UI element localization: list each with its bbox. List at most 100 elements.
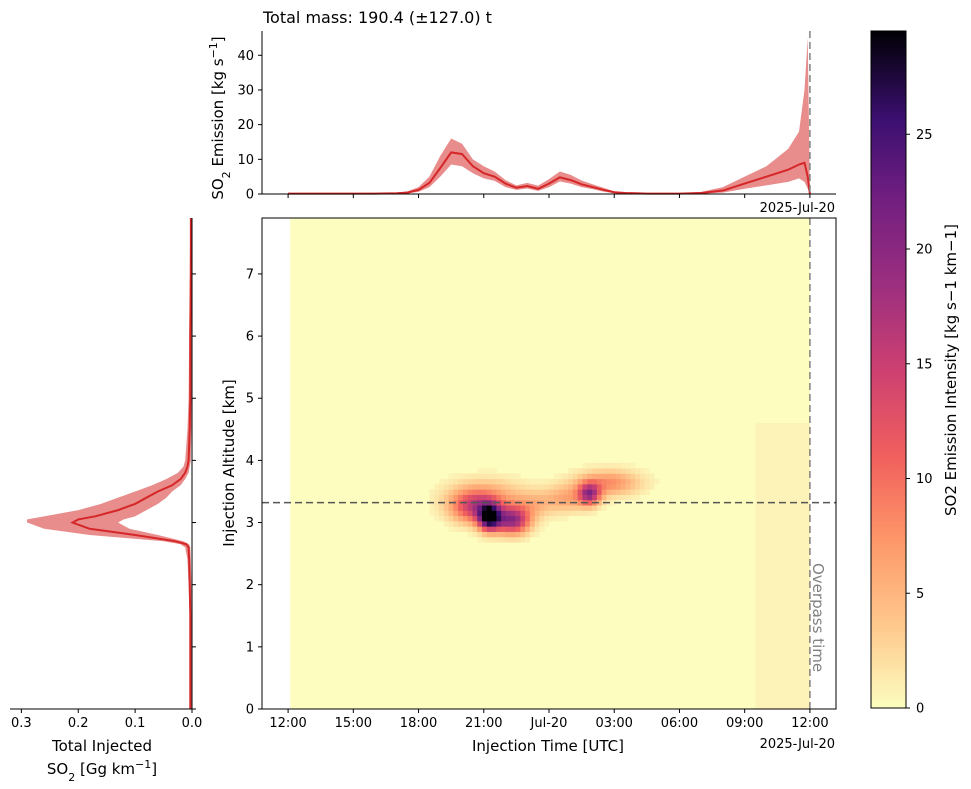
heatmap-cell bbox=[615, 473, 622, 480]
heatmap-cell bbox=[596, 494, 603, 501]
heatmap-cell bbox=[438, 478, 445, 485]
heatmap-cell bbox=[443, 505, 449, 511]
heatmap-cell bbox=[501, 484, 507, 490]
vertical-profile-marks bbox=[27, 218, 192, 709]
heatmap-cell bbox=[482, 531, 488, 538]
heatmap-cell bbox=[577, 468, 583, 474]
heatmap-cell bbox=[486, 520, 492, 527]
heatmap-xtick-label: 06:00 bbox=[661, 716, 698, 731]
heatmap-cell bbox=[577, 510, 583, 517]
heatmap-cell bbox=[568, 478, 574, 485]
heatmap-background bbox=[290, 218, 810, 709]
heatmap-cell bbox=[529, 494, 536, 501]
heatmap-cell bbox=[529, 520, 536, 527]
heatmap-cell bbox=[515, 484, 521, 490]
heatmap-cell bbox=[443, 494, 449, 501]
heatmap-cell bbox=[529, 478, 536, 485]
heatmap-cell bbox=[515, 505, 521, 511]
heatmap-cell bbox=[639, 489, 646, 495]
heatmap-cell bbox=[549, 478, 555, 485]
heatmap-cell bbox=[434, 494, 440, 501]
heatmap-cell bbox=[510, 536, 516, 543]
heatmap-cell bbox=[510, 478, 516, 485]
heatmap-cell bbox=[520, 505, 526, 511]
heatmap-cell bbox=[553, 510, 559, 517]
heatmap-cell bbox=[520, 520, 526, 527]
heatmap-cell bbox=[515, 526, 521, 532]
heatmap-cell bbox=[467, 510, 473, 517]
heatmap-cell bbox=[539, 478, 545, 485]
heatmap-cell bbox=[510, 510, 516, 517]
heatmap-cell bbox=[558, 494, 564, 501]
heatmap-cell bbox=[534, 515, 540, 522]
heatmap-cell bbox=[486, 473, 492, 480]
heatmap-cell bbox=[510, 499, 516, 506]
heatmap-cell bbox=[539, 520, 545, 527]
heatmap-cell bbox=[525, 520, 531, 527]
heatmap-cell bbox=[625, 462, 631, 469]
heatmap-cell bbox=[534, 520, 540, 527]
heatmap-cell bbox=[563, 489, 569, 495]
heatmap-cell bbox=[611, 489, 617, 495]
heatmap-cell bbox=[482, 473, 488, 480]
heatmap-cell bbox=[553, 489, 559, 495]
left-xtick-label: 0.0 bbox=[182, 716, 203, 731]
heatmap-cell bbox=[644, 489, 650, 495]
heatmap-cell bbox=[587, 499, 593, 506]
heatmap-cell bbox=[429, 510, 435, 517]
heatmap-cell bbox=[582, 462, 588, 469]
heatmap-cell bbox=[486, 510, 492, 517]
heatmap-cell bbox=[462, 520, 469, 527]
heatmap-cell bbox=[472, 531, 478, 538]
heatmap-cell bbox=[649, 473, 655, 480]
heatmap-cell bbox=[592, 478, 598, 485]
heatmap-cell bbox=[448, 473, 454, 480]
colorbar-frame bbox=[870, 30, 907, 709]
heatmap-cell bbox=[520, 515, 526, 522]
heatmap-cell bbox=[539, 526, 545, 532]
vertical-profile-xlabel-line2: SO2 [Gg km−1] bbox=[47, 758, 157, 784]
heatmap-cell bbox=[438, 489, 445, 495]
heatmap-cell bbox=[525, 489, 531, 495]
colorbar-tick-label: 0 bbox=[916, 702, 924, 717]
top-ytick-label: 20 bbox=[237, 118, 254, 133]
heatmap-cell bbox=[611, 484, 617, 490]
heatmap-cell bbox=[482, 520, 488, 527]
heatmap-cell bbox=[458, 489, 464, 495]
heatmap-cell bbox=[458, 526, 464, 532]
heatmap-cell bbox=[448, 494, 454, 501]
heatmap-cell bbox=[630, 478, 636, 485]
heatmap-cell bbox=[491, 484, 497, 490]
heatmap-cell bbox=[568, 484, 574, 490]
heatmap-cell bbox=[544, 478, 550, 485]
heatmap-cell bbox=[563, 515, 569, 522]
heatmap-cell bbox=[601, 478, 607, 485]
heatmap-cell bbox=[615, 478, 622, 485]
heatmap-cell bbox=[482, 515, 488, 522]
heatmap-cell bbox=[534, 478, 540, 485]
heatmap-cell bbox=[510, 489, 516, 495]
heatmap-cell bbox=[477, 484, 483, 490]
heatmap-cell bbox=[625, 484, 631, 490]
heatmap-cell bbox=[544, 489, 550, 495]
heatmap-cell bbox=[630, 484, 636, 490]
heatmap-cell bbox=[501, 494, 507, 501]
heatmap-cell bbox=[582, 478, 588, 485]
profile-mean-line bbox=[70, 218, 192, 709]
heatmap-cell bbox=[592, 468, 598, 474]
heatmap-cell bbox=[601, 473, 607, 480]
heatmap-cell bbox=[577, 473, 583, 480]
heatmap-cell bbox=[592, 505, 598, 511]
heatmap-cell bbox=[615, 462, 622, 469]
heatmap-cell bbox=[592, 510, 598, 517]
heatmap-cell bbox=[453, 478, 459, 485]
heatmap-cell bbox=[544, 515, 550, 522]
heatmap-cell bbox=[486, 526, 492, 532]
heatmap-xtick-label: 03:00 bbox=[595, 716, 632, 731]
heatmap-cell bbox=[515, 536, 521, 543]
heatmap-cell bbox=[448, 515, 454, 522]
heatmap-cell bbox=[620, 484, 626, 490]
heatmap-cell bbox=[434, 484, 440, 490]
heatmap-cell bbox=[458, 473, 464, 480]
heatmap-xlabel: Injection Time [UTC] bbox=[472, 737, 624, 755]
